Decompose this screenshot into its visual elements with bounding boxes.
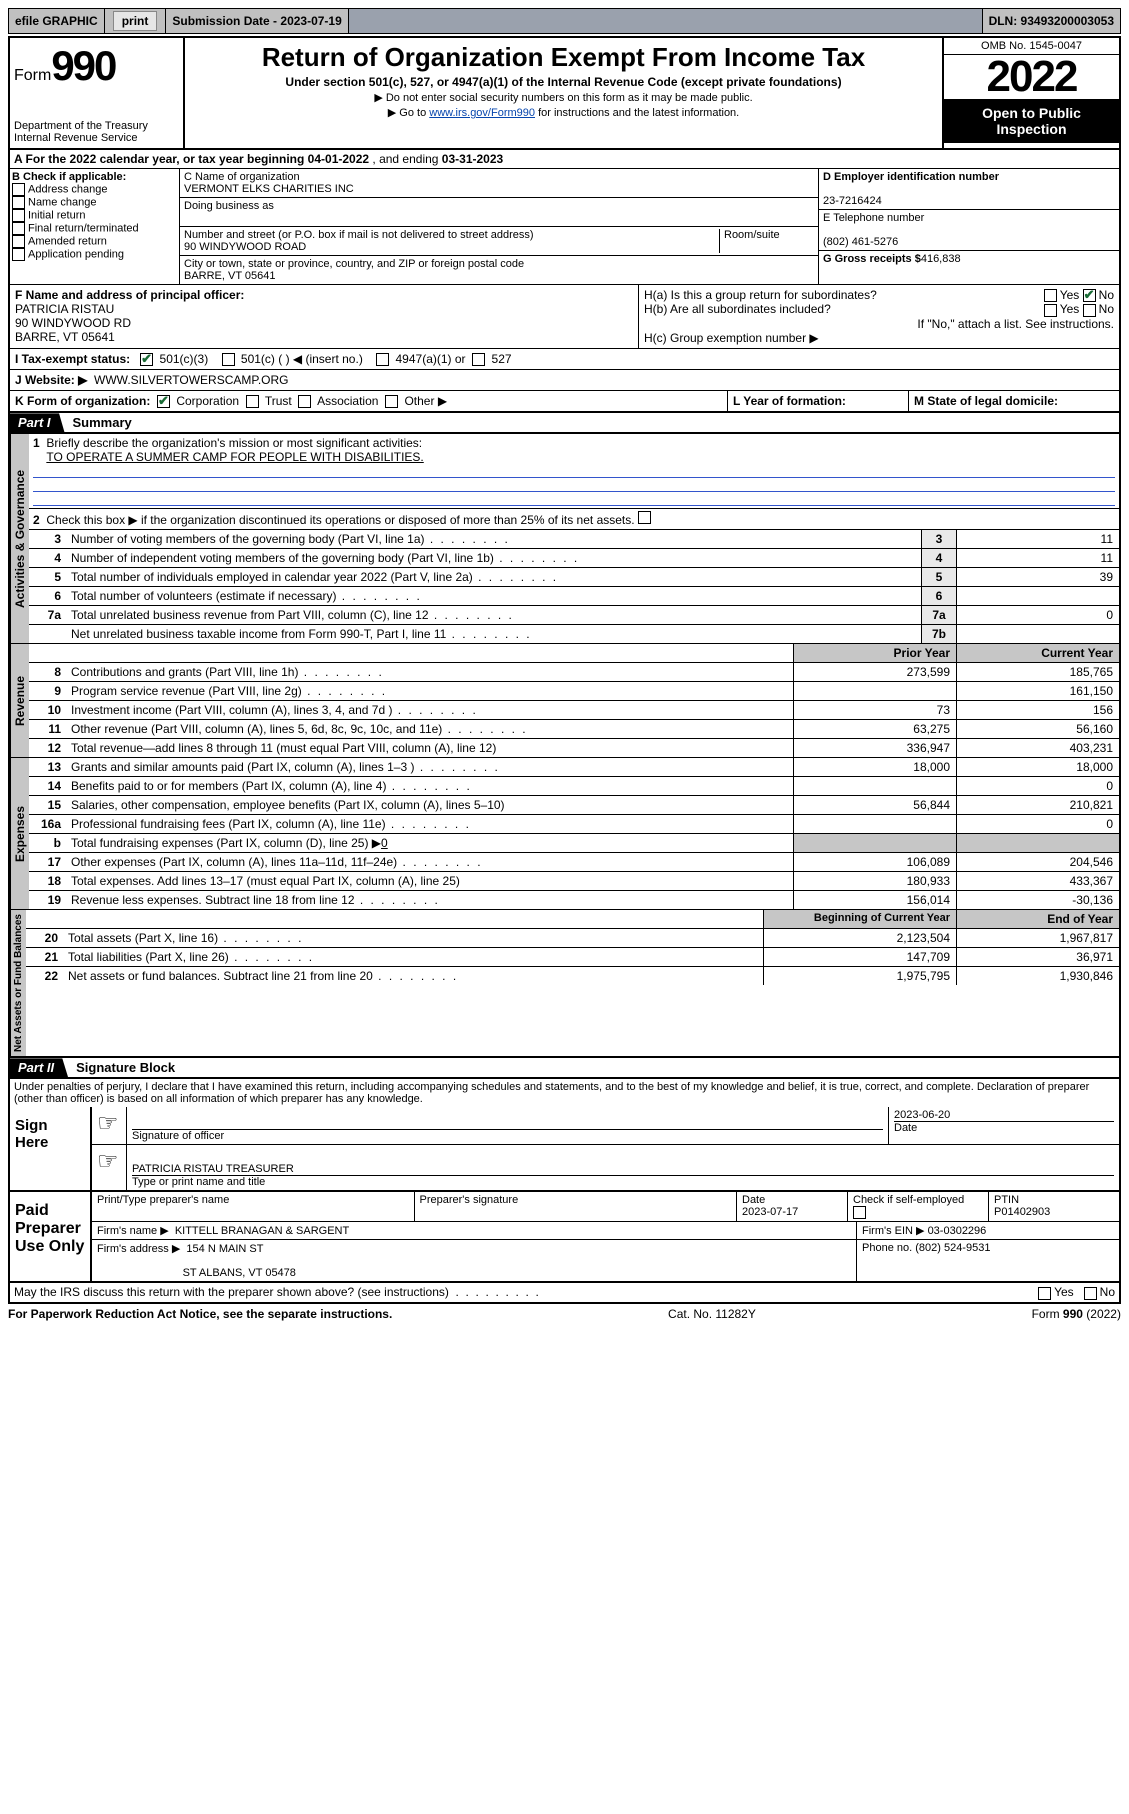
tab-expenses: Expenses [10,758,29,909]
activities-governance: Activities & Governance 1 Briefly descri… [8,434,1121,643]
box-d-ein: D Employer identification number 23-7216… [819,169,1119,210]
sign-here-block: Sign Here ☞ Signature of officer 2023-06… [8,1107,1121,1192]
chk-name-change[interactable] [12,196,25,209]
chk-address-change[interactable] [12,183,25,196]
irs-label: Internal Revenue Service [14,132,179,144]
chk-app-pending[interactable] [12,248,25,261]
print-button[interactable]: print [113,11,158,31]
expenses-section: Expenses 13Grants and similar amounts pa… [8,757,1121,909]
addr-label: Number and street (or P.O. box if mail i… [184,229,534,241]
revenue-section: Revenue Prior YearCurrent Year 8Contribu… [8,643,1121,757]
dba: Doing business as [180,198,818,227]
box-f: F Name and address of principal officer:… [10,285,639,348]
chk-amended[interactable] [12,235,25,248]
chk-ha-yes[interactable] [1044,289,1057,302]
dept-treasury: Department of the Treasury [14,120,179,132]
chk-4947[interactable] [376,353,389,366]
chk-hb-yes[interactable] [1044,304,1057,317]
page-footer: For Paperwork Reduction Act Notice, see … [8,1304,1121,1321]
tab-activities: Activities & Governance [10,434,29,643]
box-b: B Check if applicable: Address change Na… [10,169,180,284]
row-i-tax-status: I Tax-exempt status: 501(c)(3) 501(c) ( … [8,349,1121,370]
perjury-declaration: Under penalties of perjury, I declare th… [8,1079,1121,1107]
box-g-gross: G Gross receipts $416,838 [819,251,1119,267]
header-sub2: ▶ Do not enter social security numbers o… [189,91,938,104]
row-klm: K Form of organization: Corporation Trus… [8,391,1121,413]
chk-assoc[interactable] [298,395,311,408]
hb-note: If "No," attach a list. See instructions… [644,317,1114,331]
part-1-header: Part I Summary [8,413,1121,434]
header-sub1: Under section 501(c), 527, or 4947(a)(1)… [189,75,938,89]
top-bar: efile GRAPHIC print Submission Date - 20… [8,8,1121,34]
info-block: B Check if applicable: Address change Na… [8,169,1121,285]
part-2-header: Part II Signature Block [8,1058,1121,1079]
header-left: Form990 Department of the Treasury Inter… [10,38,185,148]
tax-year: 2022 [944,55,1119,99]
box-h: H(a) Is this a group return for subordin… [639,285,1119,348]
row-j-website: J Website: ▶ WWW.SILVERTOWERSCAMP.ORG [8,370,1121,391]
hc-exemption: H(c) Group exemption number ▶ [644,331,1114,345]
row-f-h: F Name and address of principal officer:… [8,285,1121,349]
discuss-row: May the IRS discuss this return with the… [8,1283,1121,1303]
efile-label: efile GRAPHIC [9,9,105,33]
chk-501c[interactable] [222,353,235,366]
topbar-spacer [349,9,983,33]
instructions-link[interactable]: www.irs.gov/Form990 [429,107,535,119]
chk-other[interactable] [385,395,398,408]
net-assets-section: Net Assets or Fund Balances Beginning of… [8,909,1121,1058]
city-state-zip: City or town, state or province, country… [180,256,818,284]
paid-preparer-label: Paid Preparer Use Only [10,1192,92,1281]
box-e-phone: E Telephone number (802) 461-5276 [819,210,1119,251]
chk-trust[interactable] [246,395,259,408]
org-name: VERMONT ELKS CHARITIES INC [184,183,354,195]
chk-initial-return[interactable] [12,209,25,222]
form-title: Return of Organization Exempt From Incom… [189,42,938,73]
chk-501c3[interactable] [140,353,153,366]
chk-527[interactable] [472,353,485,366]
box-c: C Name of organization VERMONT ELKS CHAR… [180,169,818,284]
org-name-label: C Name of organization [184,171,300,183]
paid-preparer-block: Paid Preparer Use Only Print/Type prepar… [8,1192,1121,1283]
sign-here-label: Sign Here [10,1107,92,1190]
box-deg: D Employer identification number 23-7216… [818,169,1119,284]
chk-discuss-yes[interactable] [1038,1287,1051,1300]
chk-ha-no[interactable] [1083,289,1096,302]
tab-net-assets: Net Assets or Fund Balances [10,910,26,1056]
row-a-tax-year: A For the 2022 calendar year, or tax yea… [8,150,1121,169]
dln: DLN: 93493200003053 [983,9,1120,33]
chk-corp[interactable] [157,395,170,408]
print-button-cell: print [105,9,167,33]
header-sub3: ▶ Go to www.irs.gov/Form990 for instruct… [189,106,938,119]
chk-line2[interactable] [638,511,651,524]
chk-final-return[interactable] [12,222,25,235]
header-right: OMB No. 1545-0047 2022 Open to Public In… [942,38,1119,148]
chk-hb-no[interactable] [1083,304,1096,317]
form-number: Form990 [14,42,179,90]
public-inspection: Open to Public Inspection [944,99,1119,143]
form-header: Form990 Department of the Treasury Inter… [8,36,1121,150]
header-center: Return of Organization Exempt From Incom… [185,38,942,148]
tab-revenue: Revenue [10,644,29,757]
submission-date: Submission Date - 2023-07-19 [166,9,348,33]
street-address: 90 WINDYWOOD ROAD [184,241,306,253]
chk-discuss-no[interactable] [1084,1287,1097,1300]
room-suite: Room/suite [720,229,814,253]
chk-self-employed[interactable] [853,1206,866,1219]
